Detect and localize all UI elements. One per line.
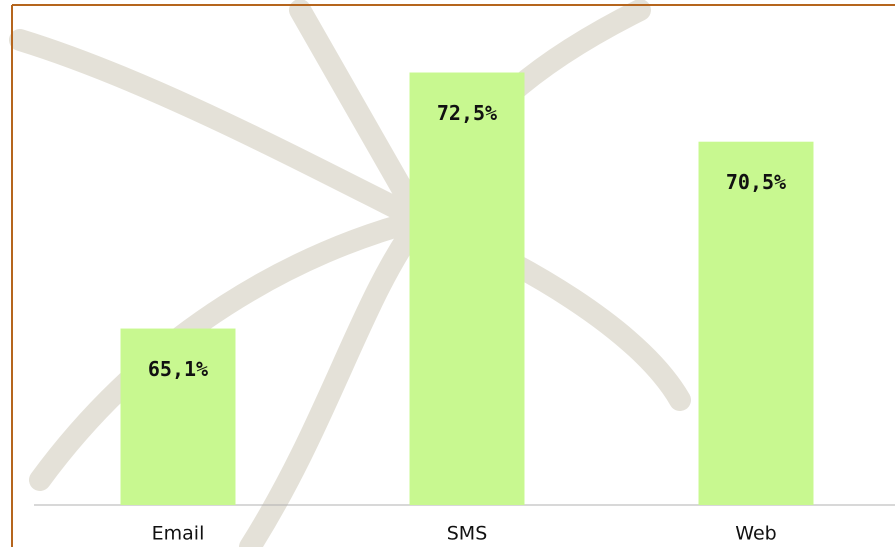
bar <box>410 73 525 506</box>
x-tick-label: SMS <box>447 523 488 545</box>
x-tick-label: Web <box>735 523 776 545</box>
data-label: 70,5% <box>726 170 786 194</box>
chart: 65,1% Email 72,5% SMS 70,5% Web <box>0 0 895 547</box>
data-label: 72,5% <box>437 101 497 125</box>
bar <box>121 329 236 505</box>
bar <box>699 142 814 505</box>
data-label: 65,1% <box>148 357 208 381</box>
x-tick-label: Email <box>152 523 205 545</box>
